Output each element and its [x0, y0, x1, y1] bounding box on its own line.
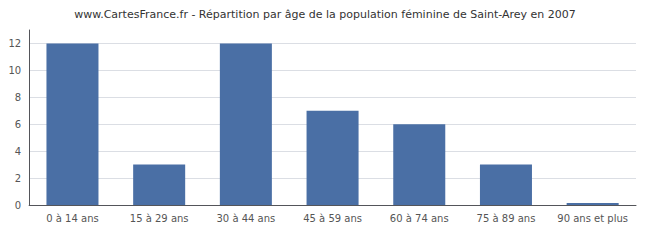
svg-text:10: 10	[8, 65, 21, 76]
svg-text:30 à 44 ans: 30 à 44 ans	[216, 213, 275, 224]
svg-text:2: 2	[15, 173, 21, 184]
svg-text:6: 6	[15, 119, 21, 130]
svg-text:60 à 74 ans: 60 à 74 ans	[390, 213, 449, 224]
svg-text:0 à 14 ans: 0 à 14 ans	[46, 213, 98, 224]
svg-text:15 à 29 ans: 15 à 29 ans	[130, 213, 189, 224]
svg-text:0: 0	[15, 200, 21, 211]
svg-text:90 ans et plus: 90 ans et plus	[557, 213, 628, 224]
svg-text:8: 8	[15, 92, 21, 103]
svg-text:www.CartesFrance.fr - Répartit: www.CartesFrance.fr - Répartition par âg…	[74, 8, 576, 21]
svg-text:45 à 59 ans: 45 à 59 ans	[303, 213, 362, 224]
svg-text:12: 12	[8, 38, 21, 49]
svg-text:4: 4	[15, 146, 21, 157]
svg-text:75 à 89 ans: 75 à 89 ans	[477, 213, 536, 224]
